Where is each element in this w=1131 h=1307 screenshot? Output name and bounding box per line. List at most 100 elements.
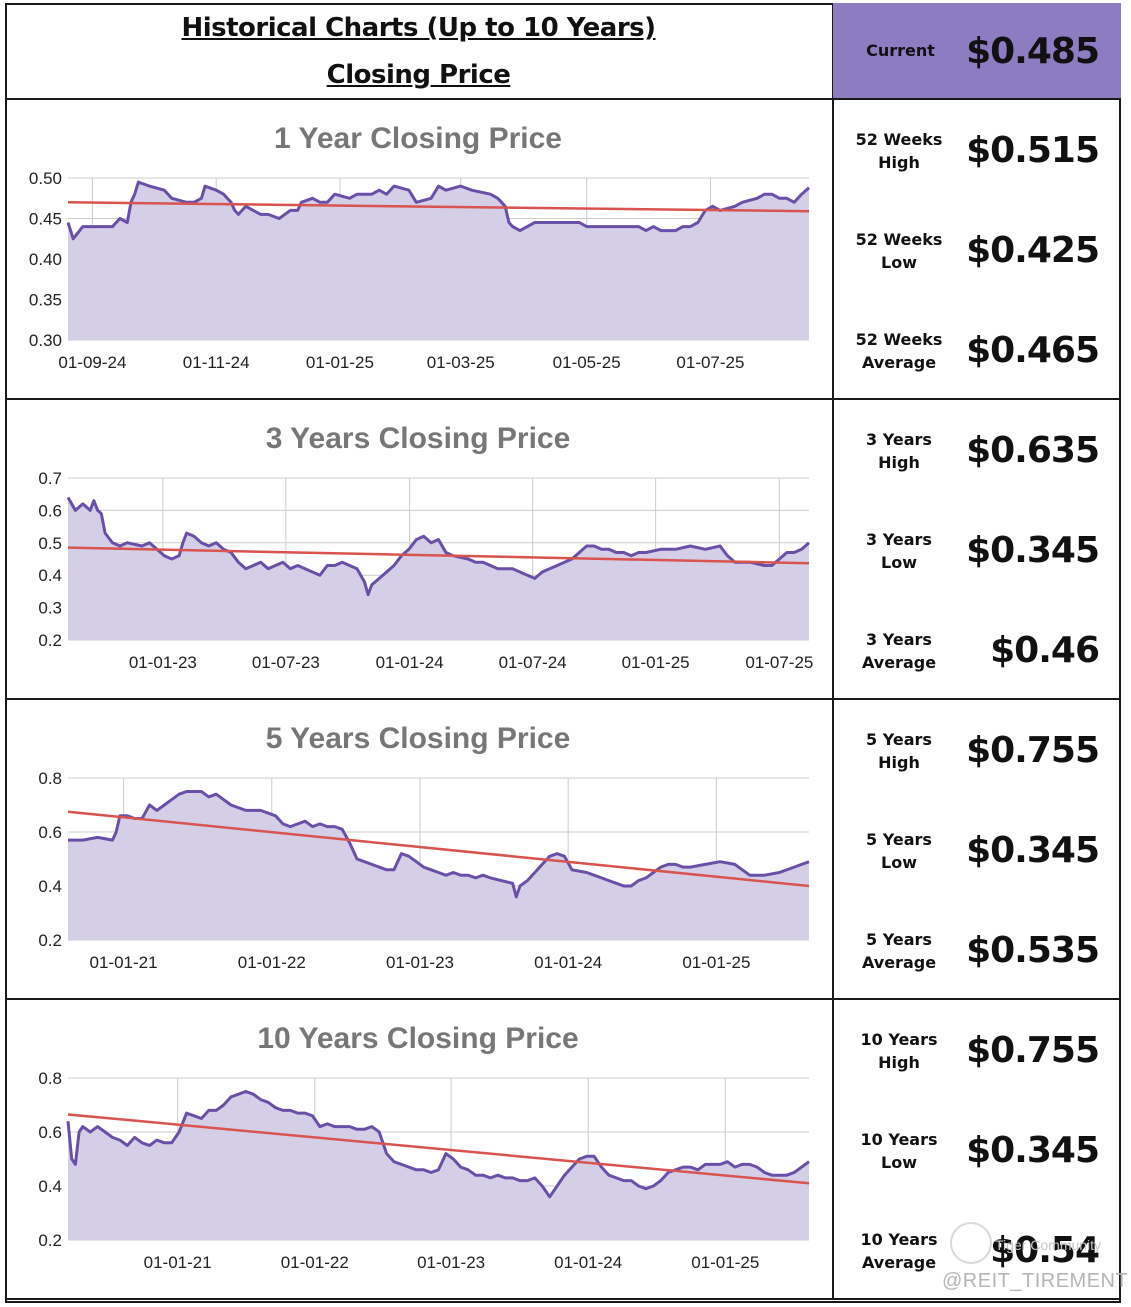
stat-low: 10 Years Low $0.345 [834, 1114, 1121, 1184]
y-tick-label: 0.35 [29, 291, 62, 310]
stat-high: 52 Weeks High $0.515 [834, 114, 1121, 184]
stat-label-line1: 52 Weeks [855, 230, 943, 249]
x-tick-label: 01-01-22 [281, 1253, 349, 1272]
stat-label-line2: Low [881, 853, 917, 872]
stat-label-line1: 5 Years [866, 930, 932, 949]
x-tick-label: 01-01-24 [554, 1253, 622, 1272]
stat-low: 3 Years Low $0.345 [834, 514, 1121, 584]
stat-label-line2: Average [861, 953, 937, 972]
x-tick-label: 01-01-23 [417, 1253, 485, 1272]
x-tick-label: 01-01-25 [622, 653, 690, 672]
stat-value: $0.465 [966, 330, 1100, 371]
stat-high: 10 Years High $0.755 [834, 1014, 1121, 1084]
y-tick-label: 0.5 [38, 534, 62, 553]
stat-label-line2: Low [881, 553, 917, 572]
stats-cell: 10 Years High $0.755 10 Years Low $0.345 1… [834, 1000, 1121, 1298]
y-tick-label: 0.8 [38, 769, 62, 788]
price-area [68, 497, 809, 640]
y-tick-label: 0.6 [38, 1123, 62, 1142]
stat-label-line1: 10 Years [860, 1030, 938, 1049]
stat-value: $0.54 [990, 1230, 1100, 1271]
current-price-cell: Current $0.485 [833, 3, 1121, 100]
stats-cell: 5 Years High $0.755 5 Years Low $0.345 5 Y… [834, 700, 1121, 998]
chart-3-years: 3 Years Closing Price 0.2 0.3 0.4 0.5 0.6 0.7 0… [38, 422, 813, 672]
stats-cell: 3 Years High $0.635 3 Years Low $0.345 3 Y… [834, 400, 1121, 698]
y-tick-label: 0.2 [38, 931, 62, 950]
stat-average: 5 Years Average $0.535 [834, 914, 1121, 984]
tiger-logo-icon [950, 1222, 992, 1264]
x-tick-label: 01-01-24 [534, 953, 602, 972]
stat-high: 3 Years High $0.635 [834, 414, 1121, 484]
watermark-handle: @REIT_TIREMENT [942, 1270, 1129, 1292]
stat-label-line1: 3 Years [866, 430, 932, 449]
price-area [68, 791, 809, 940]
y-tick-label: 0.40 [29, 250, 62, 269]
x-tick-label: 01-01-25 [682, 953, 750, 972]
current-value: $0.485 [966, 31, 1100, 72]
price-area [68, 1091, 809, 1240]
stat-value: $0.425 [966, 230, 1100, 271]
stat-value: $0.535 [966, 930, 1100, 971]
x-tick-label: 01-01-25 [306, 353, 374, 372]
x-tick-label: 01-01-25 [691, 1253, 759, 1272]
y-tick-label: 0.6 [38, 501, 62, 520]
trend-line [67, 1113, 810, 1185]
x-tick-label: 01-07-24 [499, 653, 567, 672]
stat-average: 10 Years Average $0.54 [834, 1214, 1121, 1284]
stats-cell: 52 Weeks High $0.515 52 Weeks Low $0.425 5… [834, 100, 1121, 398]
x-tick-label: 01-07-25 [745, 653, 813, 672]
y-tick-label: 0.4 [38, 566, 62, 585]
stat-label-line1: 5 Years [866, 830, 932, 849]
y-tick-label: 0.2 [38, 1231, 62, 1250]
price-line [66, 180, 810, 241]
y-tick-label: 0.4 [38, 877, 62, 896]
stat-label-line1: 52 Weeks [855, 330, 943, 349]
x-tick-label: 01-01-24 [376, 653, 444, 672]
x-tick-label: 01-05-25 [553, 353, 621, 372]
stat-label-line1: 5 Years [866, 730, 932, 749]
stat-value: $0.345 [966, 1130, 1100, 1171]
stat-high: 5 Years High $0.755 [834, 714, 1121, 784]
page-title: Historical Charts (Up to 10 Years) [181, 13, 656, 43]
x-tick-label: 01-01-23 [129, 653, 197, 672]
stat-label-line2: Average [861, 653, 937, 672]
stat-value: $0.345 [966, 530, 1100, 571]
x-tick-label: 01-09-24 [58, 353, 126, 372]
y-tick-label: 0.3 [38, 599, 62, 618]
stat-low: 52 Weeks Low $0.425 [834, 214, 1121, 284]
trend-line [67, 201, 810, 213]
x-tick-label: 01-01-21 [144, 1253, 212, 1272]
section-5-years: 5 Years Closing Price 0.2 0.4 0.6 0.8 01-01-2… [5, 700, 1121, 1000]
stat-label-line2: Low [881, 1153, 917, 1172]
x-tick-label: 01-01-23 [386, 953, 454, 972]
chart-title: 5 Years Closing Price [266, 722, 571, 755]
x-tick-label: 01-03-25 [427, 353, 495, 372]
stat-label-line1: 10 Years [860, 1130, 938, 1149]
price-line [68, 790, 810, 899]
y-tick-label: 0.30 [29, 331, 62, 350]
stat-value: $0.345 [966, 830, 1100, 871]
section-1-year: 1 Year Closing Price 0.30 0.35 0.40 0.45 0.50… [5, 100, 1121, 400]
y-tick-label: 0.2 [38, 631, 62, 650]
chart-cell: 1 Year Closing Price 0.30 0.35 0.40 0.45 0.50… [5, 100, 834, 398]
price-line [66, 1090, 810, 1199]
stat-value: $0.515 [966, 130, 1100, 171]
stat-value: $0.755 [966, 1030, 1100, 1071]
chart-title: 3 Years Closing Price [266, 422, 571, 455]
stat-value: $0.755 [966, 730, 1100, 771]
x-tick-label: 01-11-24 [183, 353, 250, 372]
y-tick-label: 0.8 [38, 1069, 62, 1088]
stat-value: $0.635 [966, 430, 1100, 471]
stat-label-line2: High [878, 753, 920, 772]
chart-title: 10 Years Closing Price [257, 1022, 578, 1055]
x-tick-label: 01-01-22 [238, 953, 306, 972]
section-10-years: 10 Years Closing Price 0.2 0.4 0.6 0.8 01-01-… [5, 1000, 1121, 1300]
stat-label-line1: 52 Weeks [855, 130, 943, 149]
chart-cell: 3 Years Closing Price 0.2 0.3 0.4 0.5 0.6 0.7 0… [5, 400, 834, 698]
y-tick-label: 0.7 [38, 469, 62, 488]
stat-label-line1: 3 Years [866, 530, 932, 549]
price-area [68, 182, 809, 340]
trend-line [67, 810, 810, 888]
y-tick-label: 0.6 [38, 823, 62, 842]
stat-label-line2: High [878, 1053, 920, 1072]
